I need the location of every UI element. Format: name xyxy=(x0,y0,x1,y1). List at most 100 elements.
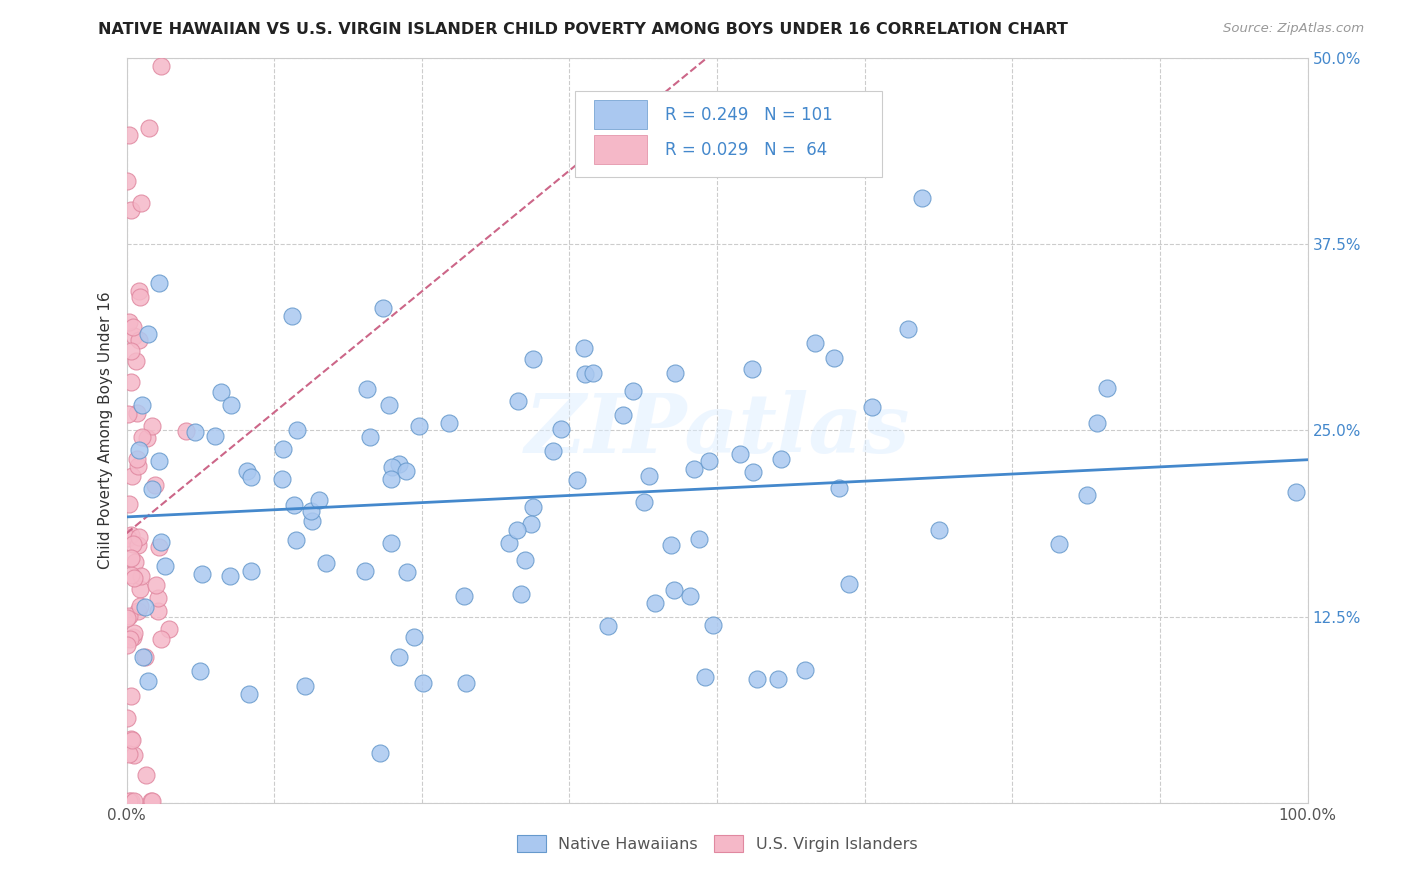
Point xyxy=(371,301,394,315)
Point xyxy=(236,464,259,478)
Point xyxy=(702,618,724,632)
Point xyxy=(695,670,717,684)
Point xyxy=(381,459,404,474)
Text: R = 0.249   N = 101: R = 0.249 N = 101 xyxy=(665,105,832,124)
Point xyxy=(596,619,619,633)
Point xyxy=(766,672,789,686)
Point xyxy=(190,567,212,582)
Point xyxy=(127,406,149,420)
Point xyxy=(770,452,793,467)
Point xyxy=(356,382,378,396)
Point xyxy=(509,587,531,601)
Point xyxy=(437,416,460,430)
Point xyxy=(134,649,156,664)
Point xyxy=(124,328,146,343)
Point xyxy=(574,368,596,382)
Point xyxy=(115,611,138,625)
Point xyxy=(284,533,307,548)
Point xyxy=(285,423,308,437)
Point xyxy=(120,551,142,566)
Point xyxy=(412,676,434,690)
Point xyxy=(122,748,145,763)
Point xyxy=(127,538,149,552)
Point xyxy=(128,530,150,544)
Point xyxy=(299,503,322,517)
Point xyxy=(120,794,142,808)
Point xyxy=(143,477,166,491)
Point xyxy=(141,418,163,433)
Point xyxy=(506,394,529,409)
Point xyxy=(513,552,536,566)
Point xyxy=(582,366,605,380)
Point xyxy=(136,431,159,445)
Point xyxy=(120,689,142,703)
Point xyxy=(380,535,402,549)
Point xyxy=(741,362,763,376)
Point xyxy=(498,536,520,550)
Point xyxy=(928,524,950,538)
Point xyxy=(572,341,595,355)
Point xyxy=(115,711,138,725)
Point xyxy=(128,334,150,348)
Point xyxy=(125,354,148,368)
Point xyxy=(127,604,149,618)
Point xyxy=(209,384,232,399)
Point xyxy=(368,746,391,760)
Point xyxy=(131,196,153,211)
Point xyxy=(637,469,659,483)
Point xyxy=(688,533,710,547)
Point xyxy=(148,591,170,605)
Point xyxy=(129,582,152,596)
Point xyxy=(149,535,172,549)
Point xyxy=(117,531,139,545)
Point xyxy=(621,384,644,398)
Point xyxy=(897,322,920,336)
Point xyxy=(132,649,155,664)
Point xyxy=(146,604,169,618)
Point xyxy=(115,639,138,653)
Point xyxy=(823,351,845,365)
Point xyxy=(1095,381,1118,395)
Point xyxy=(1047,537,1070,551)
Point xyxy=(148,454,170,468)
Point xyxy=(728,447,751,461)
Point xyxy=(150,632,173,646)
Point xyxy=(115,174,138,188)
Point xyxy=(1085,417,1108,431)
Point xyxy=(141,794,163,808)
Point xyxy=(127,458,149,473)
Point xyxy=(270,472,292,486)
Point xyxy=(117,407,139,421)
Point xyxy=(541,444,564,458)
Point xyxy=(122,630,145,644)
Point xyxy=(118,315,141,329)
Point xyxy=(145,578,167,592)
Point xyxy=(395,566,418,580)
Point xyxy=(683,462,706,476)
Point xyxy=(1284,484,1306,499)
Point xyxy=(118,128,141,142)
Point xyxy=(128,284,150,298)
Point xyxy=(121,469,143,483)
Point xyxy=(793,663,815,677)
Point xyxy=(148,276,170,290)
Point xyxy=(118,632,141,646)
Point xyxy=(117,794,139,808)
Point xyxy=(148,540,170,554)
Point xyxy=(402,630,425,644)
Text: NATIVE HAWAIIAN VS U.S. VIRGIN ISLANDER CHILD POVERTY AMONG BOYS UNDER 16 CORREL: NATIVE HAWAIIAN VS U.S. VIRGIN ISLANDER … xyxy=(98,22,1069,37)
Point xyxy=(121,732,143,747)
Point xyxy=(378,398,401,412)
Point xyxy=(118,747,141,761)
Point xyxy=(184,425,207,439)
Point xyxy=(387,649,409,664)
Point xyxy=(129,569,152,583)
Point xyxy=(131,430,153,444)
Point xyxy=(125,451,148,466)
Point xyxy=(612,409,634,423)
Point xyxy=(122,537,145,551)
Point xyxy=(157,623,180,637)
Point xyxy=(118,497,141,511)
Point xyxy=(131,398,153,412)
Point xyxy=(139,794,162,808)
